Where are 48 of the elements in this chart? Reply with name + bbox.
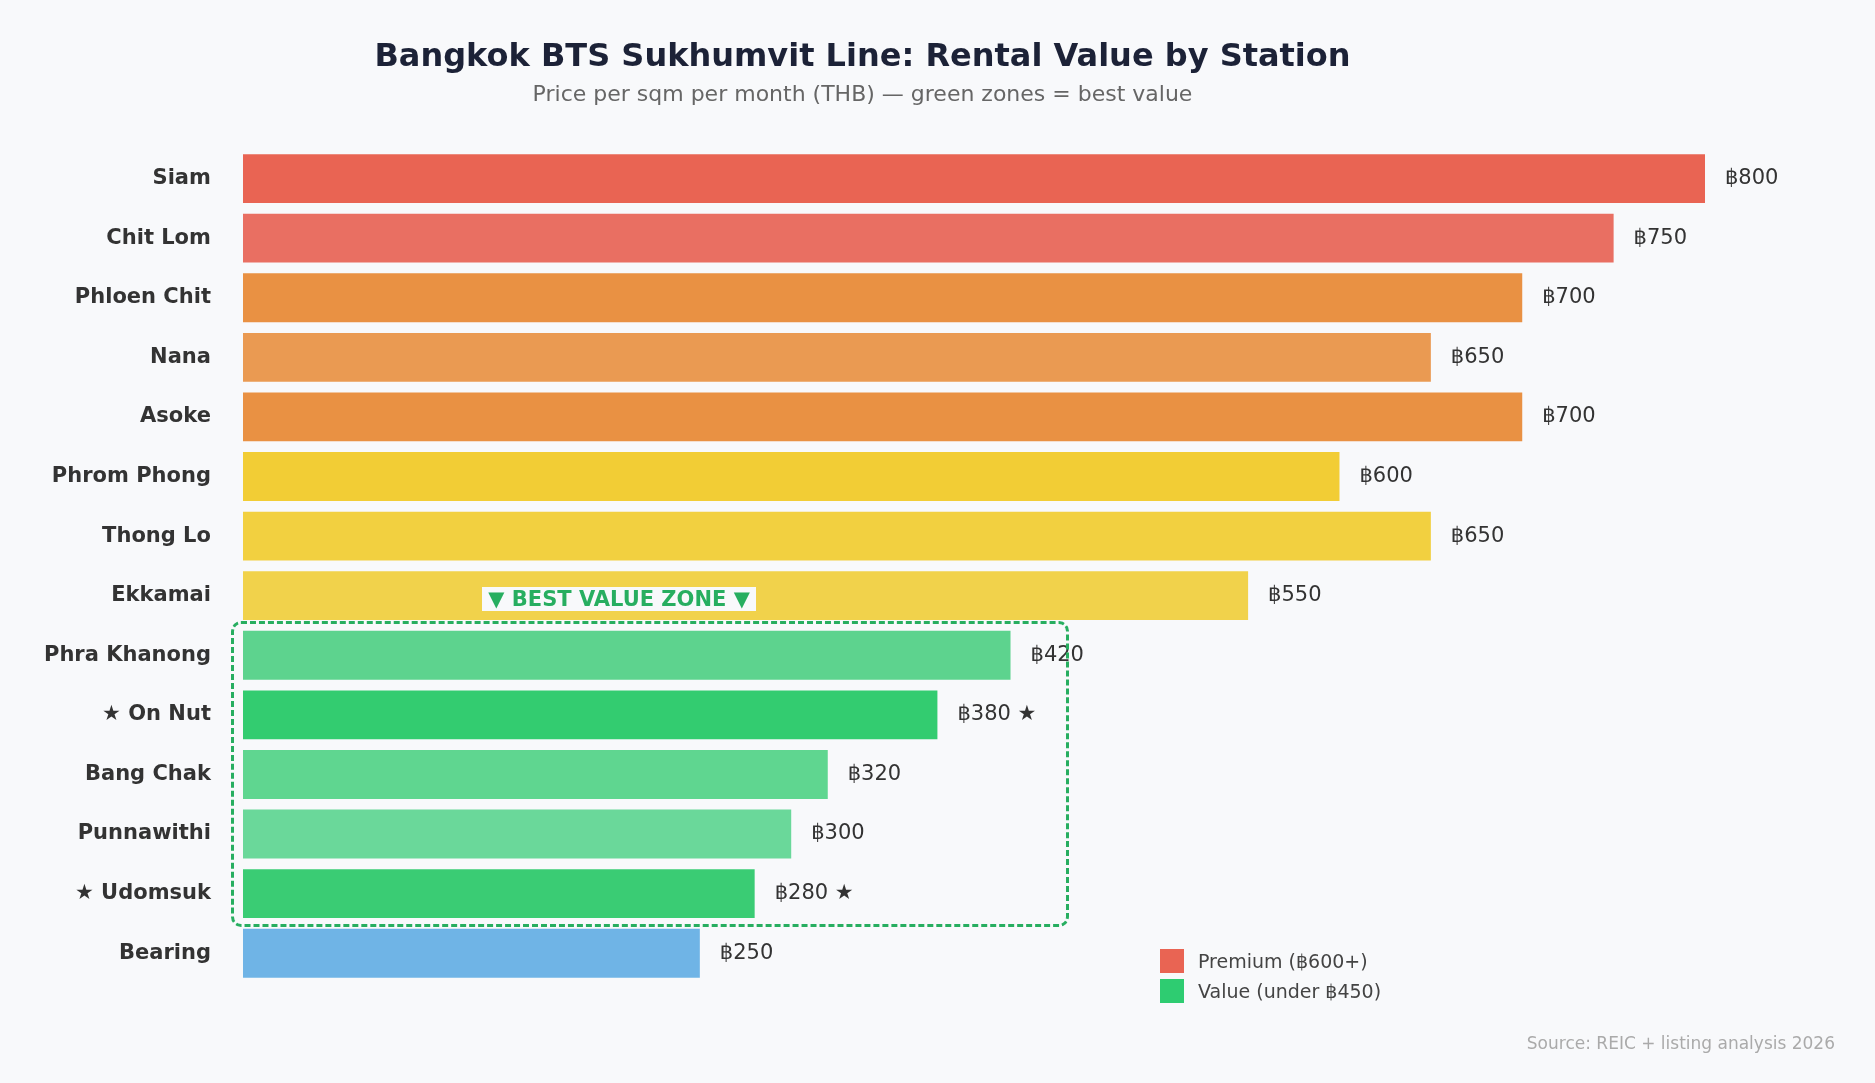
y-tick-label: Phra Khanong <box>44 641 211 666</box>
bar <box>242 213 1614 263</box>
bar <box>242 630 1011 680</box>
annotation: ▼ BEST VALUE ZONE ▼ <box>482 587 756 612</box>
bar <box>242 809 792 859</box>
data-label: ฿320 <box>847 760 902 785</box>
bar <box>242 571 1249 621</box>
y-tick-label: Ekkamai <box>111 582 211 607</box>
y-tick-label: Punnawithi <box>77 820 211 845</box>
y-tick-label: Bang Chak <box>84 760 212 785</box>
data-label: ฿420 <box>1030 641 1084 666</box>
y-tick-label: Siam <box>152 165 211 190</box>
bar <box>242 690 938 740</box>
bar <box>242 869 755 919</box>
data-label: ฿550 <box>1268 582 1322 607</box>
y-tick-label: Chit Lom <box>106 224 211 249</box>
y-tick-label: ★ On Nut <box>102 701 211 726</box>
bar <box>242 750 828 799</box>
y-tick-label: Phrom Phong <box>51 462 211 487</box>
data-label: ฿300 <box>811 820 865 845</box>
data-label: ฿700 <box>1542 403 1596 428</box>
chart-title: Bangkok BTS Sukhumvit Line: Rental Value by Station <box>374 35 1351 74</box>
legend-label: Premium (฿600+) <box>1198 950 1368 972</box>
data-label: ฿650 <box>1450 522 1505 547</box>
data-label: ฿380 ★ <box>957 701 1037 726</box>
bar <box>242 928 700 978</box>
y-tick-label: Bearing <box>118 939 211 964</box>
bar <box>242 392 1523 442</box>
bar <box>242 332 1431 382</box>
data-label: ฿700 <box>1542 284 1596 309</box>
data-label: ฿650 <box>1450 343 1505 368</box>
y-tick-label: Thong Lo <box>102 522 211 547</box>
data-label: ฿800 <box>1725 165 1779 190</box>
y-tick-label: Asoke <box>140 403 211 428</box>
bar <box>242 511 1431 561</box>
bar <box>242 273 1523 323</box>
data-label: ฿750 <box>1633 224 1688 249</box>
chart-subtitle: Price per sqm per month (THB) — green zones = best value <box>532 81 1193 107</box>
data-label: ฿600 <box>1359 462 1413 487</box>
y-tick-label: Phloen Chit <box>74 284 211 309</box>
data-label: ฿250 <box>719 939 774 964</box>
y-tick-label: Nana <box>150 343 211 368</box>
data-label: ฿280 ★ <box>774 880 854 905</box>
legend-label: Value (under ฿450) <box>1198 980 1382 1002</box>
bar <box>242 452 1340 501</box>
source-note: Source: REIC + listing analysis 2026 <box>1526 1033 1835 1053</box>
y-tick-label: ★ Udomsuk <box>74 880 212 905</box>
bar <box>242 154 1705 204</box>
